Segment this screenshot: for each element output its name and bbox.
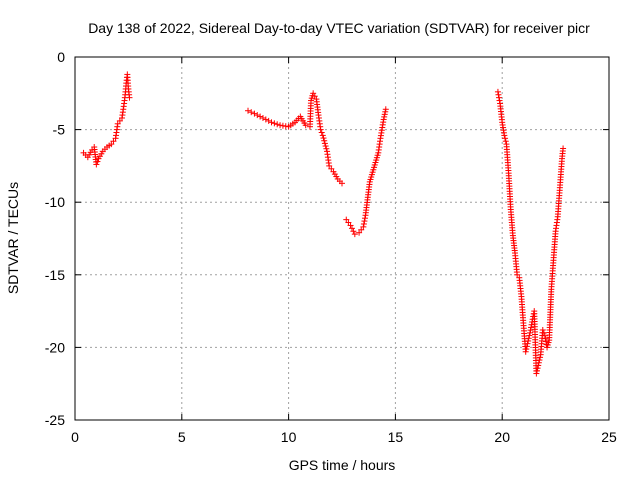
y-tick-label: -5 bbox=[53, 122, 66, 138]
data-point bbox=[323, 145, 330, 152]
x-tick-label: 20 bbox=[494, 429, 510, 445]
data-point bbox=[560, 145, 567, 152]
data-point bbox=[245, 107, 252, 114]
data-point bbox=[540, 329, 547, 336]
data-point bbox=[317, 126, 324, 133]
data-point bbox=[94, 158, 101, 165]
y-tick-label: -15 bbox=[45, 267, 65, 283]
y-tick-label: -25 bbox=[45, 412, 65, 428]
y-tick-label: 0 bbox=[57, 49, 65, 65]
data-point bbox=[360, 223, 367, 230]
data-point bbox=[527, 327, 534, 334]
data-point bbox=[265, 117, 272, 124]
data-point bbox=[535, 362, 542, 369]
data-point bbox=[351, 231, 358, 238]
data-point bbox=[533, 370, 540, 377]
data-point bbox=[126, 94, 133, 101]
y-tick-label: -20 bbox=[45, 339, 65, 355]
y-tick-label: -10 bbox=[45, 194, 65, 210]
data-point bbox=[320, 135, 327, 142]
grid-layer bbox=[75, 57, 609, 420]
data-point bbox=[526, 332, 533, 339]
data-point bbox=[321, 137, 328, 144]
plot-frame bbox=[74, 56, 610, 421]
data-point bbox=[257, 113, 264, 120]
data-point bbox=[542, 335, 549, 342]
y-axis-label: SDTVAR / TECUs bbox=[5, 182, 21, 294]
data-point bbox=[318, 129, 325, 136]
data-point bbox=[274, 121, 281, 128]
x-tick-label: 5 bbox=[178, 429, 186, 445]
data-point bbox=[254, 112, 261, 119]
data-point bbox=[321, 140, 328, 147]
data-point bbox=[347, 222, 354, 229]
data-point bbox=[533, 367, 540, 374]
chart-title: Day 138 of 2022, Sidereal Day-to-day VTE… bbox=[88, 20, 590, 36]
data-point bbox=[350, 228, 357, 235]
data-point bbox=[381, 113, 388, 120]
data-point bbox=[302, 122, 309, 129]
ticks-layer: 0 5 10 15 20 25 0 -5 -10 -15 -20 -25 bbox=[45, 49, 617, 445]
data-point bbox=[360, 220, 367, 227]
data-point bbox=[524, 340, 531, 347]
data-point bbox=[93, 161, 100, 168]
data-point bbox=[522, 348, 529, 355]
data-point bbox=[382, 108, 389, 115]
data-point bbox=[259, 114, 266, 121]
x-tick-label: 0 bbox=[71, 429, 79, 445]
data-point bbox=[381, 111, 388, 118]
data-point bbox=[380, 116, 387, 123]
x-tick-label: 10 bbox=[281, 429, 297, 445]
data-point bbox=[361, 215, 368, 222]
data-point bbox=[502, 138, 509, 145]
data-point bbox=[495, 94, 502, 101]
data-point bbox=[494, 88, 501, 95]
data-point bbox=[528, 324, 535, 331]
data-point bbox=[525, 335, 532, 342]
x-tick-label: 15 bbox=[388, 429, 404, 445]
data-point bbox=[537, 354, 544, 361]
data-point bbox=[541, 332, 548, 339]
data-point bbox=[382, 106, 389, 113]
data-point bbox=[539, 326, 546, 333]
data-point bbox=[523, 343, 530, 350]
data-point bbox=[496, 97, 503, 104]
data-point bbox=[262, 116, 269, 123]
data-point bbox=[268, 119, 275, 126]
data-point bbox=[502, 135, 509, 142]
data-point bbox=[319, 132, 326, 139]
data-point bbox=[536, 357, 543, 364]
data-point bbox=[271, 120, 278, 127]
data-point bbox=[501, 132, 508, 139]
data-point bbox=[535, 359, 542, 366]
data-point bbox=[361, 218, 368, 225]
data-point bbox=[339, 180, 345, 187]
data-point bbox=[528, 321, 535, 328]
x-axis-label: GPS time / hours bbox=[289, 457, 396, 473]
data-point bbox=[322, 143, 329, 150]
data-point bbox=[495, 91, 502, 98]
data-points bbox=[80, 71, 567, 377]
data-point bbox=[251, 110, 258, 117]
data-point bbox=[534, 365, 541, 372]
data-point bbox=[526, 329, 533, 336]
data-point bbox=[248, 109, 255, 116]
x-tick-label: 25 bbox=[601, 429, 617, 445]
data-point bbox=[525, 337, 532, 344]
data-point bbox=[523, 346, 530, 353]
data-point bbox=[348, 225, 355, 232]
